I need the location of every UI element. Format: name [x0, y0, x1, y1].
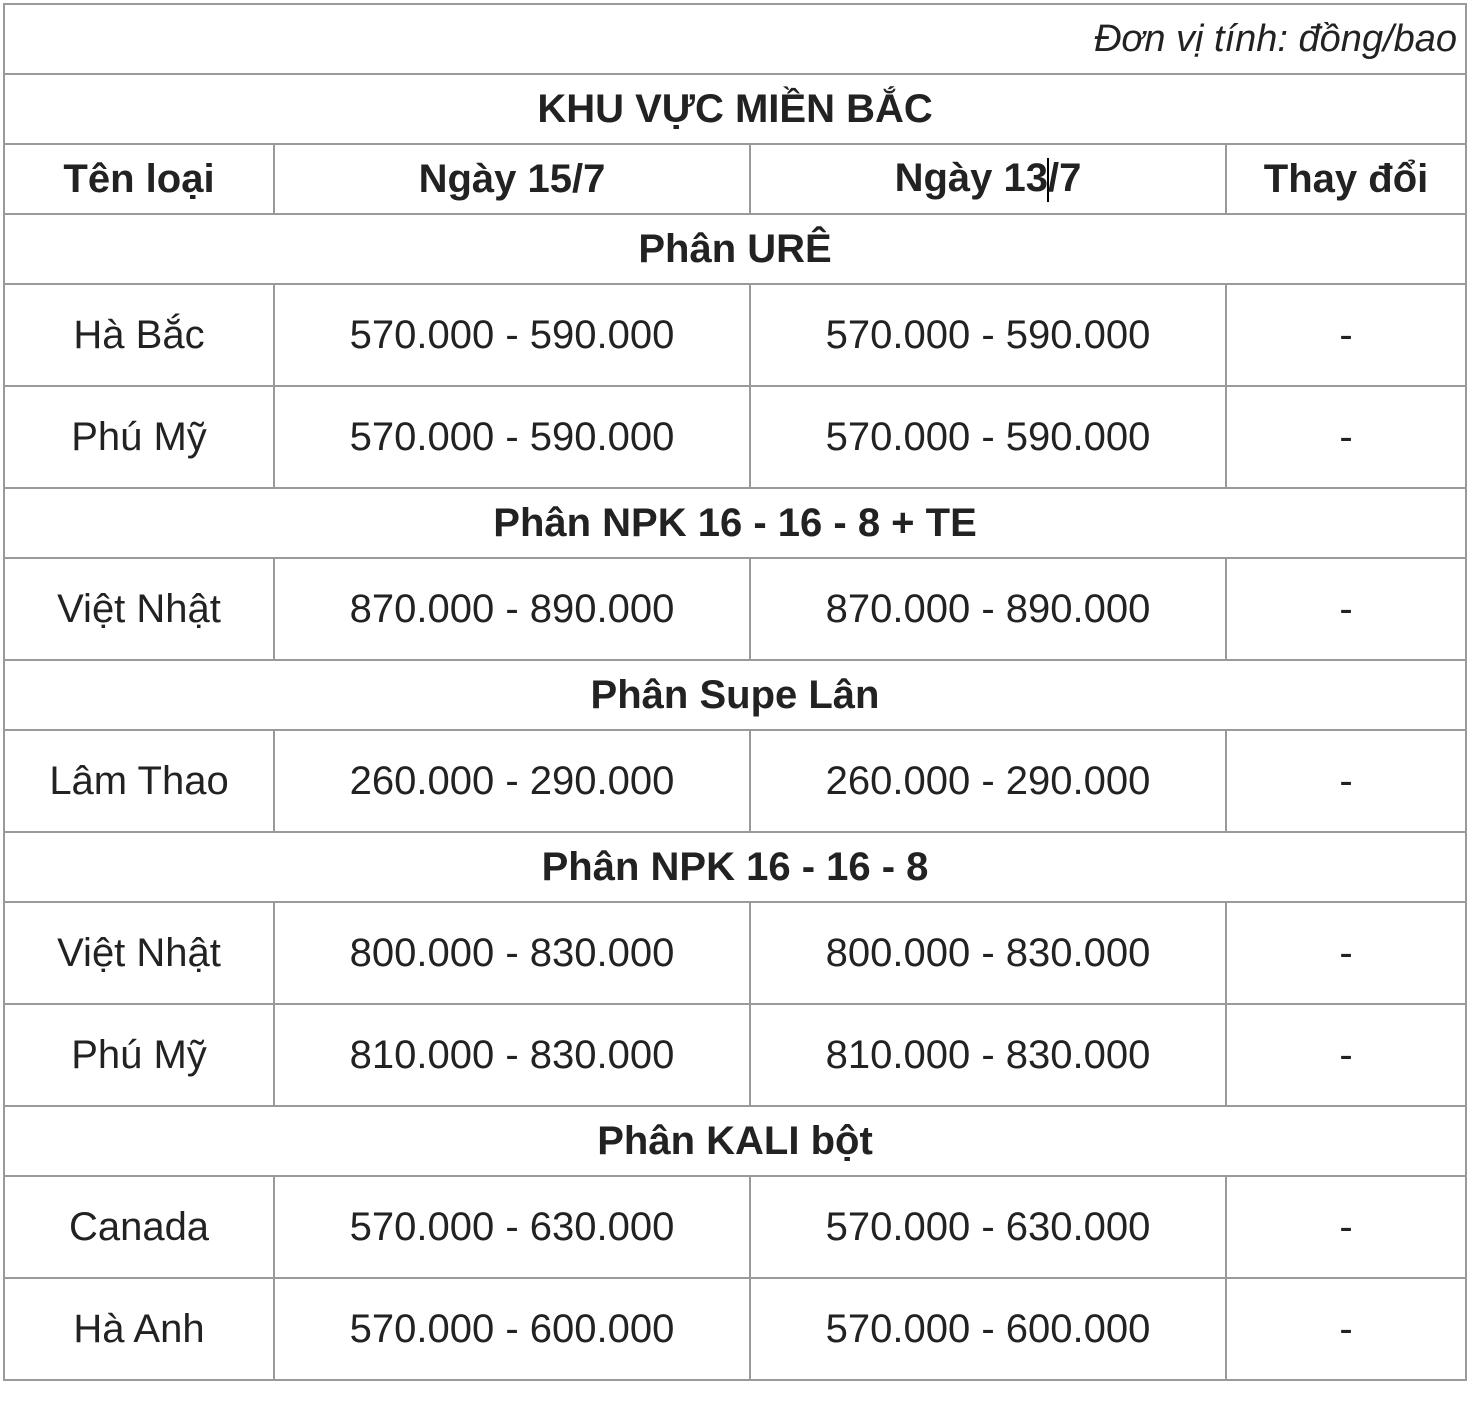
price-13-7: 800.000 - 830.000	[749, 901, 1227, 1005]
table-row: Hà Anh 570.000 - 600.000 570.000 - 600.000…	[3, 1277, 1468, 1381]
change: -	[1224, 1175, 1468, 1279]
change: -	[1224, 1277, 1468, 1381]
price-15-7: 570.000 - 630.000	[273, 1175, 751, 1279]
product-name: Hà Anh	[3, 1277, 275, 1381]
category-name: Phân KALI bột	[2, 1105, 1468, 1177]
price-13-7: 570.000 - 600.000	[749, 1277, 1227, 1381]
category-row: Phân NPK 16 - 16 - 8 + TE	[2, 487, 1468, 559]
table-row: Phú Mỹ 570.000 - 590.000 570.000 - 590.000…	[3, 385, 1468, 489]
price-table: Đơn vị tính: đồng/bao KHU VỰC MIỀN BẮC T…	[2, 3, 1468, 1381]
change: -	[1224, 901, 1468, 1005]
table-row: Phú Mỹ 810.000 - 830.000 810.000 - 830.000…	[3, 1003, 1468, 1107]
table-row: Việt Nhật 800.000 - 830.000 800.000 - 830.…	[3, 901, 1468, 1005]
header-date-13-7[interactable]: Ngày 13/7	[749, 143, 1227, 215]
category-name: Phân URÊ	[2, 213, 1468, 285]
product-name: Hà Bắc	[3, 283, 275, 387]
category-row: Phân KALI bột	[2, 1105, 1468, 1177]
change: -	[1224, 1003, 1468, 1107]
unit-note: Đơn vị tính: đồng/bao	[2, 3, 1468, 75]
header-row: Tên loại Ngày 15/7 Ngày 13/7 Thay đổi	[3, 143, 1468, 215]
price-13-7: 570.000 - 630.000	[749, 1175, 1227, 1279]
product-name: Việt Nhật	[3, 901, 275, 1005]
text-cursor	[1047, 158, 1050, 203]
price-15-7: 570.000 - 590.000	[273, 385, 751, 489]
price-15-7: 570.000 - 600.000	[273, 1277, 751, 1381]
product-name: Lâm Thao	[3, 729, 275, 833]
table-row: Việt Nhật 870.000 - 890.000 870.000 - 890.…	[3, 557, 1468, 661]
table-row: Lâm Thao 260.000 - 290.000 260.000 - 290.0…	[3, 729, 1468, 833]
price-15-7: 800.000 - 830.000	[273, 901, 751, 1005]
price-15-7: 810.000 - 830.000	[273, 1003, 751, 1107]
price-13-7: 870.000 - 890.000	[749, 557, 1227, 661]
product-name: Phú Mỹ	[3, 385, 275, 489]
header-text-part: /7	[1048, 155, 1082, 200]
product-name: Canada	[3, 1175, 275, 1279]
price-13-7: 260.000 - 290.000	[749, 729, 1227, 833]
price-15-7: 570.000 - 590.000	[273, 283, 751, 387]
price-13-7: 570.000 - 590.000	[749, 385, 1227, 489]
change: -	[1224, 385, 1468, 489]
change: -	[1224, 283, 1468, 387]
header-date-15-7: Ngày 15/7	[273, 143, 751, 215]
category-row: Phân NPK 16 - 16 - 8	[2, 831, 1468, 903]
table-row: Hà Bắc 570.000 - 590.000 570.000 - 590.000…	[3, 283, 1468, 387]
category-name: Phân Supe Lân	[2, 659, 1468, 731]
change: -	[1224, 557, 1468, 661]
region-title: KHU VỰC MIỀN BẮC	[2, 73, 1468, 145]
price-13-7: 810.000 - 830.000	[749, 1003, 1227, 1107]
price-13-7: 570.000 - 590.000	[749, 283, 1227, 387]
header-text-part: Ngày 13	[894, 155, 1049, 200]
header-name: Tên loại	[3, 143, 275, 215]
price-15-7: 870.000 - 890.000	[273, 557, 751, 661]
product-name: Việt Nhật	[3, 557, 275, 661]
category-row: Phân URÊ	[2, 213, 1468, 285]
table-row: Canada 570.000 - 630.000 570.000 - 630.000…	[3, 1175, 1468, 1279]
header-change: Thay đổi	[1224, 143, 1468, 215]
category-name: Phân NPK 16 - 16 - 8 + TE	[2, 487, 1468, 559]
product-name: Phú Mỹ	[3, 1003, 275, 1107]
category-row: Phân Supe Lân	[2, 659, 1468, 731]
change: -	[1224, 729, 1468, 833]
category-name: Phân NPK 16 - 16 - 8	[2, 831, 1468, 903]
price-15-7: 260.000 - 290.000	[273, 729, 751, 833]
